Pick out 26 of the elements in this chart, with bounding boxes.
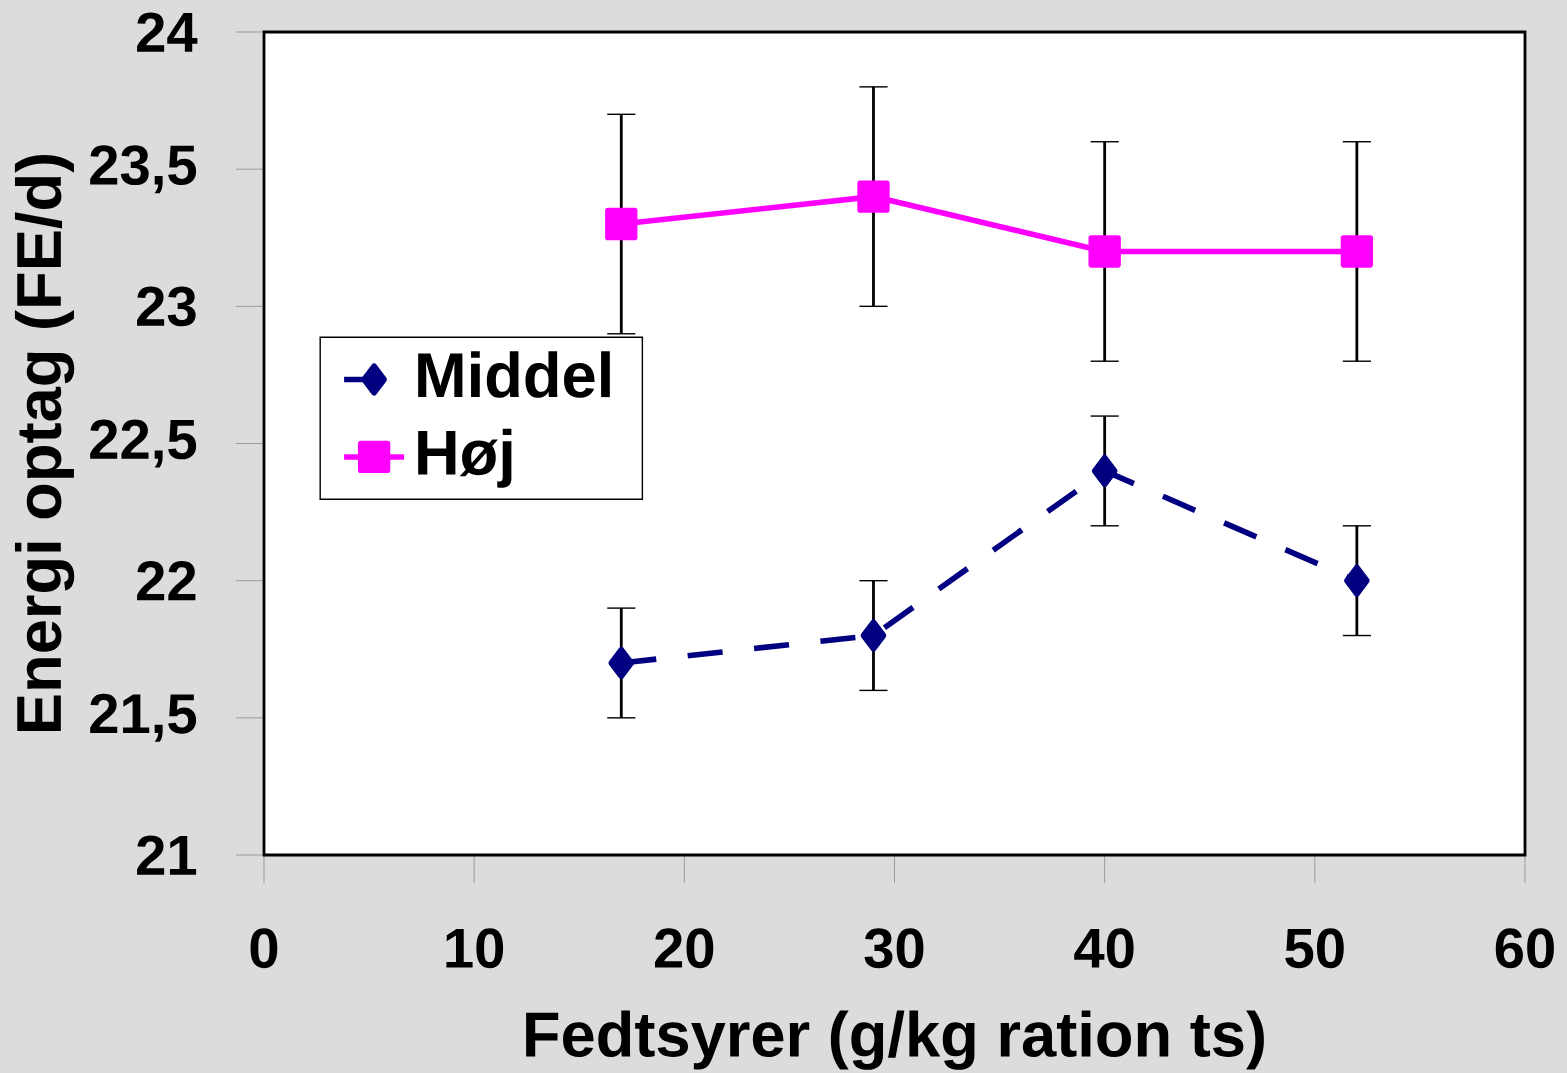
point [1340, 235, 1374, 268]
point [1344, 564, 1370, 597]
y-tick-label: 22,5 [90, 419, 197, 468]
y-tick-label: 21,5 [90, 693, 197, 742]
point [857, 180, 890, 213]
y-axis-title: Energi optag (FE/d) [14, 154, 75, 731]
legend-label: Middel [418, 351, 610, 398]
x-tick-label: 0 [250, 928, 278, 969]
x-tick-label: 50 [1285, 928, 1344, 969]
point [605, 207, 638, 241]
y-tick-label: 23 [137, 286, 196, 327]
point [1088, 235, 1121, 268]
x-tick-label: 30 [864, 928, 924, 969]
legend-label: Høj [418, 428, 512, 488]
point [1091, 454, 1118, 488]
point [608, 646, 635, 680]
x-tick-label: 40 [1074, 928, 1134, 969]
y-tick-label: 24 [137, 12, 198, 52]
x-tick-label: 10 [446, 928, 504, 969]
y-tick-label: 22 [137, 561, 196, 601]
y-tick-label: 23,5 [90, 145, 197, 194]
x-tick-label: 20 [654, 928, 714, 969]
x-tick-label: 60 [1495, 928, 1554, 969]
y-tick-label: 21 [137, 835, 197, 875]
point [860, 619, 887, 652]
x-axis-title: Fedtsyrer (g/kg ration ts) [526, 1010, 1264, 1070]
